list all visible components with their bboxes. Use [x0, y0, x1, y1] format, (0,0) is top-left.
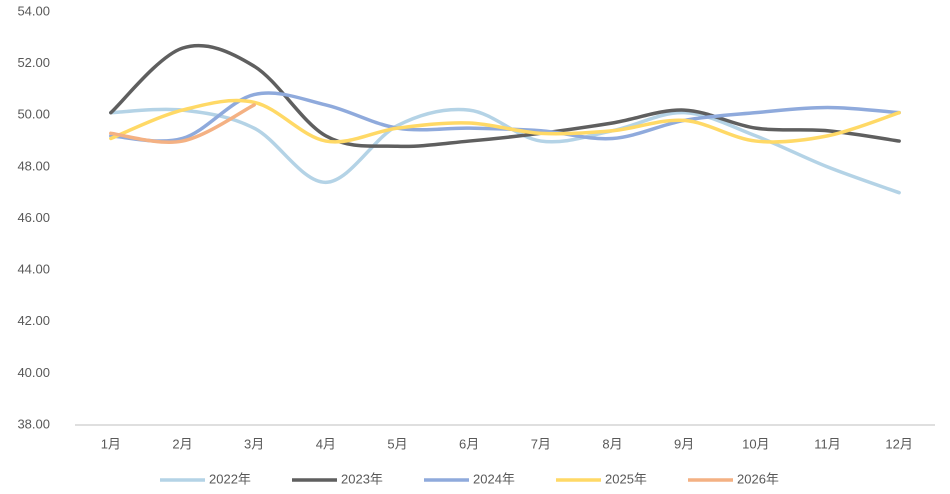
x-tick-label: 5月: [387, 436, 407, 451]
x-tick-label: 11月: [814, 436, 841, 451]
x-tick-label: 4月: [316, 436, 336, 451]
legend-label: 2026年: [737, 471, 779, 486]
y-tick-label: 40.00: [17, 365, 50, 380]
legend-label: 2025年: [605, 471, 647, 486]
y-tick-label: 54.00: [17, 3, 50, 18]
series-line: [109, 107, 901, 195]
y-tick-label: 44.00: [17, 262, 50, 277]
y-tick-label: 46.00: [17, 210, 50, 225]
x-tick-label: 1月: [101, 436, 121, 451]
y-tick-label: 38.00: [17, 416, 50, 431]
legend-label: 2024年: [473, 471, 515, 486]
y-tick-label: 50.00: [17, 107, 50, 122]
x-tick-label: 8月: [602, 436, 622, 451]
x-tick-label: 10月: [742, 436, 769, 451]
x-tick-label: 3月: [244, 436, 264, 451]
series-line: [109, 98, 901, 144]
series-line: [109, 103, 256, 144]
series-line: [109, 43, 901, 149]
y-tick-label: 42.00: [17, 313, 50, 328]
x-tick-label: 6月: [459, 436, 479, 451]
x-tick-label: 7月: [531, 436, 551, 451]
legend-label: 2023年: [341, 471, 383, 486]
x-tick-label: 2月: [172, 436, 192, 451]
x-tick-label: 9月: [674, 436, 694, 451]
y-tick-label: 52.00: [17, 55, 50, 70]
legend-label: 2022年: [209, 471, 251, 486]
y-tick-label: 48.00: [17, 158, 50, 173]
x-tick-label: 12月: [885, 436, 912, 451]
